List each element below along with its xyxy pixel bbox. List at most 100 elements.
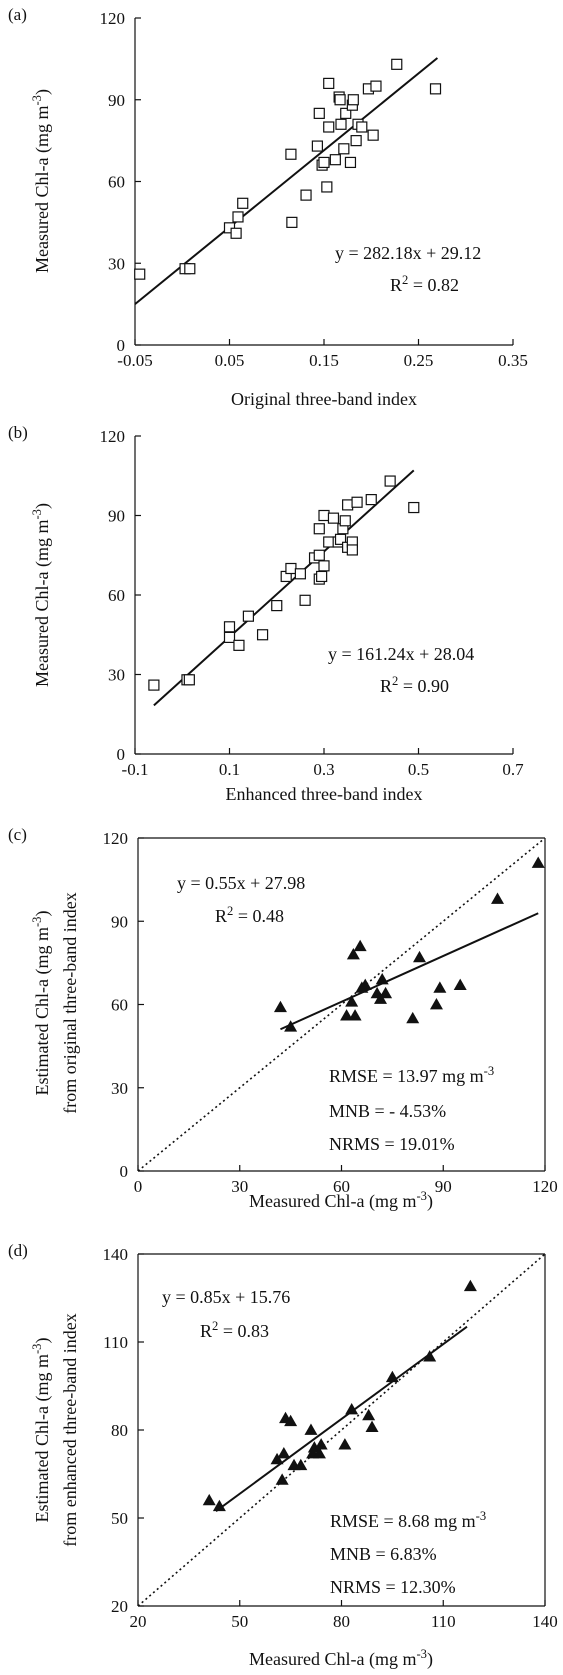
y-tick-label: 90 <box>111 912 128 931</box>
y-tick-label: 60 <box>111 996 128 1015</box>
r-squared-symbol: R <box>215 906 227 926</box>
r-squared-value: = 0.82 <box>408 275 459 295</box>
panel-b: (b) -0.1 0.1 0.3 0.5 0.7 0 30 60 90 120 y = 161.24… <box>8 423 524 804</box>
data-point <box>345 995 359 1007</box>
x-tick-label: 0.05 <box>215 351 245 370</box>
data-point <box>365 494 377 506</box>
data-point <box>370 80 382 92</box>
y-tick-label: 110 <box>103 1333 128 1352</box>
panel-d: (d) 20 50 80 110 140 20 50 80 110 140 y = 0.85x + … <box>8 1241 558 1670</box>
data-point <box>299 594 311 606</box>
r-squared-value: = 0.90 <box>398 676 449 696</box>
data-point <box>232 211 244 223</box>
data-points <box>202 1279 477 1512</box>
data-point <box>344 156 357 169</box>
y-axis-title-line-2: from original three-band index <box>60 892 80 1113</box>
data-point <box>491 892 505 904</box>
data-point <box>183 674 195 686</box>
data-point <box>350 135 362 147</box>
data-point <box>223 621 236 633</box>
x-tick-label: 0.5 <box>408 760 429 779</box>
r-squared-symbol: R <box>390 275 402 295</box>
y-tick-label: 20 <box>111 1597 128 1616</box>
data-point <box>316 570 328 583</box>
x-tick-label: 60 <box>333 1177 350 1196</box>
x-axis-title: Measured Chl-a (mg m-3) <box>249 1189 433 1212</box>
x-tick-label: 0.25 <box>404 351 434 370</box>
y-tick-label: 90 <box>108 507 125 526</box>
data-point <box>237 197 249 209</box>
y-tick-label: 60 <box>108 586 125 605</box>
data-point <box>346 544 358 556</box>
data-point <box>348 1009 362 1021</box>
regression-line <box>134 57 439 305</box>
r-squared-value: = 0.48 <box>233 906 284 926</box>
panel-c: (c) 0 30 60 90 120 0 30 60 90 120 y = 0.55x + 27.9… <box>8 825 558 1212</box>
r-squared-exponent: 2 <box>402 273 408 287</box>
x-tick-label: 90 <box>435 1177 452 1196</box>
y-tick-label: 30 <box>108 666 125 685</box>
x-tick-label: 20 <box>130 1612 147 1631</box>
y-tick-label: 0 <box>117 745 126 764</box>
x-tick-label: 120 <box>532 1177 558 1196</box>
data-point <box>134 268 146 280</box>
axes: 0 30 60 90 120 0 30 60 90 120 <box>103 829 558 1196</box>
data-point <box>294 1458 308 1471</box>
x-tick-label: 0.35 <box>498 351 528 370</box>
data-point <box>367 129 379 141</box>
r-squared: R2 = 0.90 <box>380 674 449 696</box>
panel-label: (d) <box>8 1241 28 1260</box>
y-tick-label: 30 <box>108 254 125 273</box>
y-tick-label: 0 <box>117 336 126 355</box>
data-point <box>339 515 351 527</box>
axes: -0.1 0.1 0.3 0.5 0.7 0 30 60 90 120 <box>100 427 525 779</box>
y-axis-title: Measured Chl-a (mg m-3) <box>30 503 53 687</box>
y-axis-title: Measured Chl-a (mg m-3) <box>30 89 53 273</box>
panel-label: (a) <box>8 5 27 24</box>
error-statistic: MNB = - 4.53% <box>329 1101 446 1121</box>
data-point <box>273 1000 287 1013</box>
data-point <box>311 140 323 152</box>
data-point <box>338 143 350 155</box>
data-point <box>334 94 346 106</box>
regression-line <box>280 912 539 1031</box>
data-point <box>365 1420 379 1432</box>
panel-label: (b) <box>8 423 28 442</box>
y-tick-label: 60 <box>108 173 125 192</box>
regression-equation: y = 282.18x + 29.12 <box>335 243 481 263</box>
data-point <box>433 981 447 993</box>
data-point <box>351 496 363 508</box>
data-point <box>230 227 242 239</box>
data-point <box>148 679 160 691</box>
regression-equation: y = 0.85x + 15.76 <box>162 1287 290 1307</box>
regression-equation: y = 0.55x + 27.98 <box>177 873 305 893</box>
data-point <box>384 475 396 487</box>
error-statistic: NRMS = 19.01% <box>329 1134 455 1154</box>
data-point <box>286 216 298 228</box>
data-point <box>329 154 341 166</box>
data-point <box>340 107 352 119</box>
data-point <box>233 639 245 651</box>
data-point <box>313 549 325 561</box>
data-point <box>429 998 443 1010</box>
data-point <box>270 1452 284 1465</box>
axes: 20 50 80 110 140 20 50 80 110 140 <box>103 1245 558 1631</box>
x-axis-title: Enhanced three-band index <box>226 784 423 804</box>
data-point <box>321 181 333 193</box>
data-point <box>347 94 359 106</box>
y-axis-title-line-2: from enhanced three-band index <box>60 1313 80 1546</box>
data-point <box>342 499 354 511</box>
data-point <box>406 1011 420 1024</box>
data-point <box>300 189 312 201</box>
data-point <box>429 83 442 95</box>
data-point <box>323 536 335 548</box>
r-squared-exponent: 2 <box>212 1319 218 1333</box>
panel-a: (a) -0.05 0.05 0.15 0.25 0.35 0 30 60 90 120 y = 2… <box>8 5 528 409</box>
r-squared-symbol: R <box>380 676 392 696</box>
r-squared-value: = 0.83 <box>218 1321 269 1341</box>
x-tick-label: 0.7 <box>502 760 524 779</box>
data-point <box>335 118 347 130</box>
data-point <box>423 1350 437 1362</box>
data-point <box>318 509 330 522</box>
